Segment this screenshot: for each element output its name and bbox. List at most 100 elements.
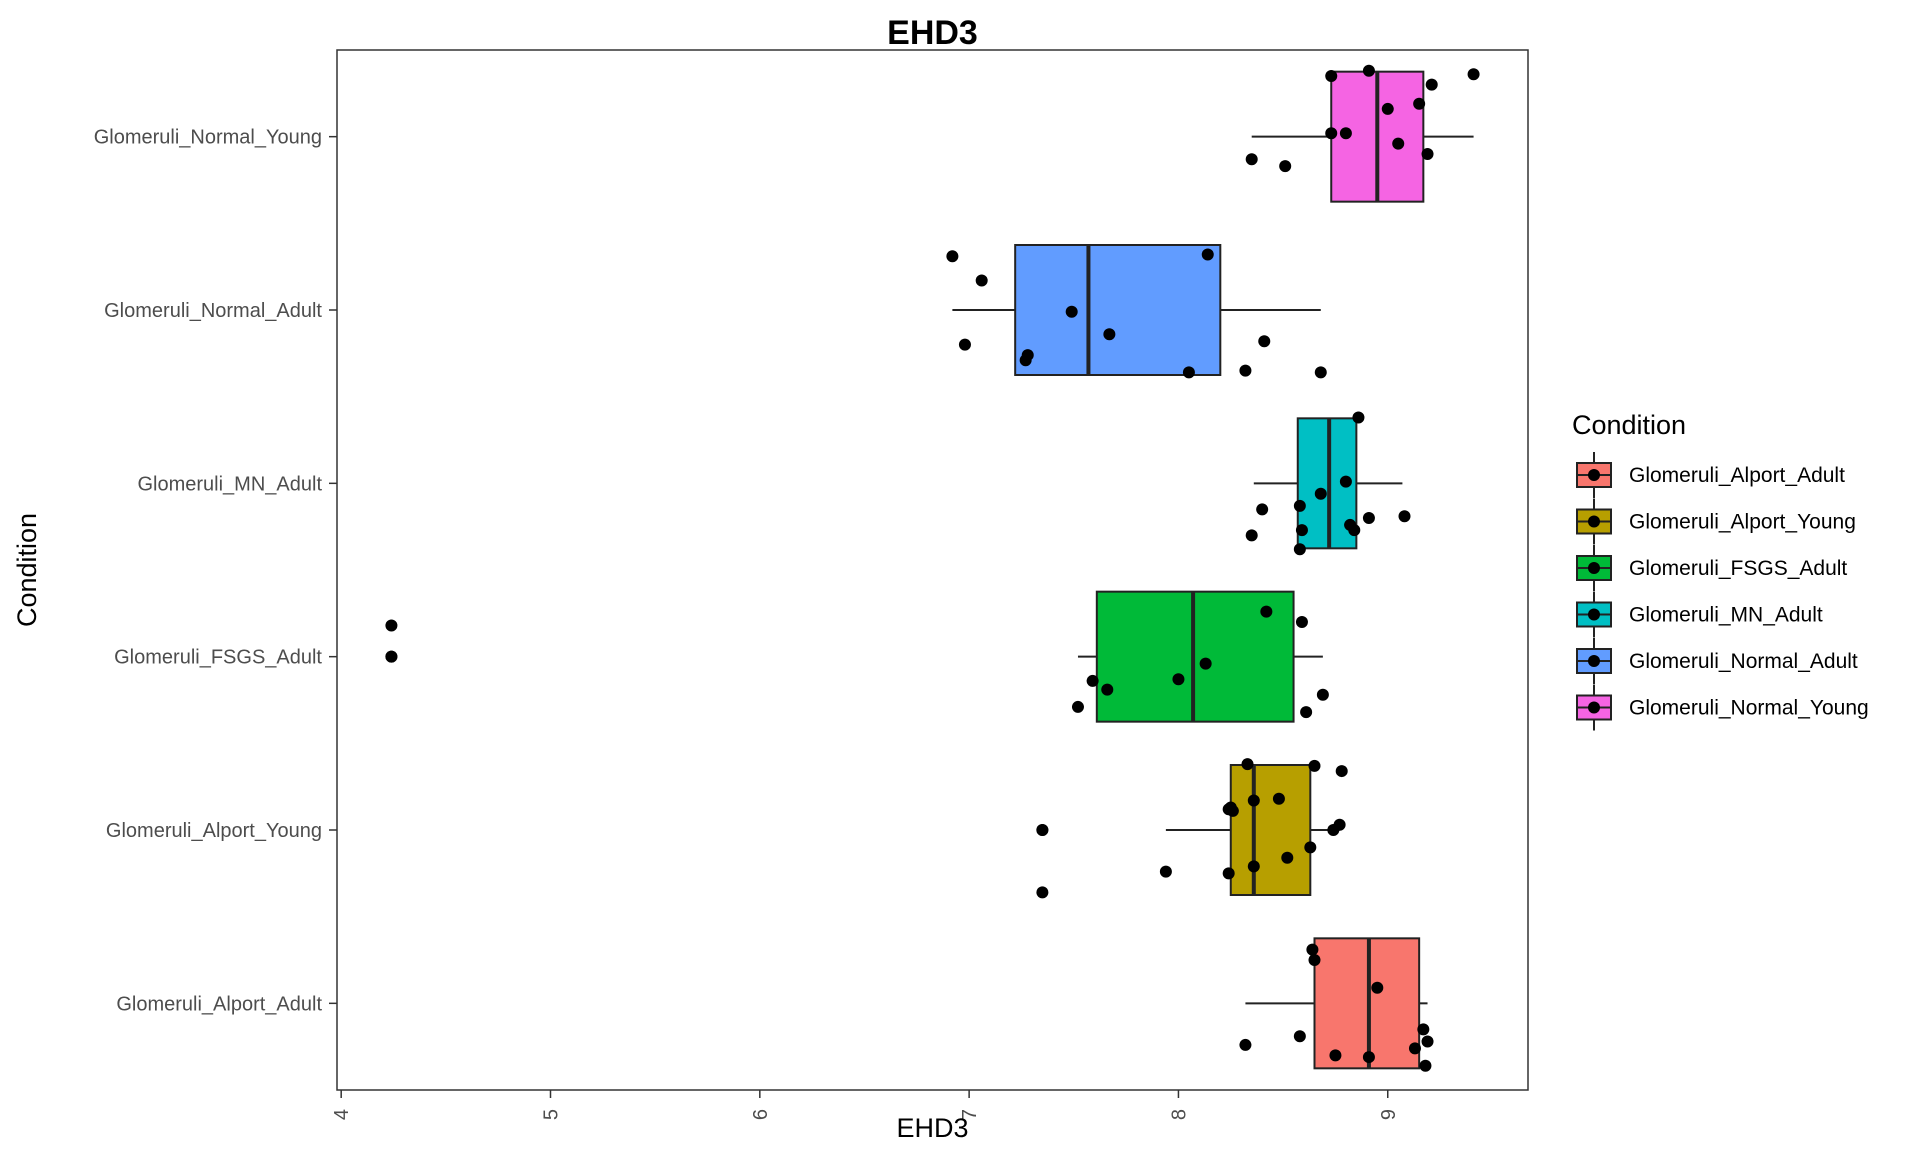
data-point bbox=[1314, 487, 1327, 500]
legend-entry-label: Glomeruli_Alport_Adult bbox=[1629, 464, 1845, 487]
legend-entry-label: Glomeruli_Normal_Young bbox=[1629, 697, 1869, 720]
data-point bbox=[1241, 758, 1254, 771]
y-tick-label: Glomeruli_Normal_Young bbox=[94, 127, 322, 149]
data-point bbox=[1327, 824, 1340, 836]
data-point bbox=[1295, 616, 1308, 628]
data-point bbox=[1226, 804, 1239, 817]
x-tick-label: 8 bbox=[1168, 1109, 1190, 1120]
data-point bbox=[1392, 137, 1405, 150]
data-point bbox=[1398, 510, 1411, 523]
data-point bbox=[1036, 886, 1049, 899]
box-Glomeruli_Alport_Young bbox=[1229, 764, 1312, 896]
chart-title: EHD3 bbox=[887, 14, 978, 52]
data-point bbox=[1308, 759, 1321, 772]
legend-key-point bbox=[1588, 701, 1600, 714]
data-point bbox=[1247, 860, 1260, 873]
legend-key-point bbox=[1588, 608, 1600, 621]
data-point bbox=[1314, 366, 1327, 379]
data-point bbox=[1182, 366, 1195, 379]
y-tick-label: Glomeruli_Alport_Adult bbox=[116, 993, 322, 1015]
legend-key-point bbox=[1588, 562, 1600, 574]
data-point bbox=[1293, 1030, 1306, 1043]
data-point bbox=[1293, 499, 1306, 512]
data-point bbox=[1159, 865, 1172, 878]
data-point bbox=[1201, 248, 1214, 261]
legend-entry-label: Glomeruli_MN_Adult bbox=[1629, 604, 1823, 627]
data-point bbox=[1306, 943, 1319, 956]
data-point bbox=[1036, 824, 1049, 836]
data-point bbox=[1293, 543, 1306, 556]
data-point bbox=[1408, 1042, 1421, 1055]
data-point bbox=[1362, 64, 1375, 77]
data-point bbox=[1281, 851, 1294, 864]
legend-entry-label: Glomeruli_Normal_Adult bbox=[1629, 650, 1858, 673]
data-point bbox=[1325, 70, 1338, 82]
data-point bbox=[385, 619, 398, 632]
data-point bbox=[1308, 954, 1321, 966]
data-point bbox=[1339, 475, 1352, 488]
data-point bbox=[1103, 328, 1116, 341]
box-Glomeruli_Alport_Adult bbox=[1313, 937, 1421, 1070]
data-point bbox=[1467, 68, 1480, 81]
data-point bbox=[1101, 683, 1114, 696]
y-axis-label: Condition bbox=[12, 513, 42, 627]
data-point bbox=[1019, 354, 1032, 367]
data-point bbox=[1272, 792, 1285, 805]
data-point bbox=[1335, 765, 1348, 778]
y-tick-label: Glomeruli_MN_Adult bbox=[137, 473, 322, 495]
legend-key-point bbox=[1588, 469, 1600, 481]
data-point bbox=[1199, 657, 1212, 670]
data-point bbox=[1352, 411, 1365, 424]
data-point bbox=[1245, 529, 1258, 542]
data-point bbox=[1304, 841, 1317, 854]
data-point bbox=[1256, 503, 1269, 516]
data-point bbox=[385, 650, 398, 663]
data-point bbox=[1258, 335, 1271, 348]
data-point bbox=[958, 338, 971, 351]
data-point bbox=[1371, 981, 1384, 994]
legend-key-point bbox=[1588, 655, 1600, 667]
data-point bbox=[1325, 127, 1338, 140]
y-tick-label: Glomeruli_Alport_Young bbox=[106, 820, 322, 842]
data-point bbox=[946, 250, 959, 263]
data-point bbox=[975, 274, 988, 287]
data-point bbox=[1222, 867, 1235, 880]
plot-panel bbox=[336, 49, 1529, 1091]
x-tick-label: 7 bbox=[959, 1109, 981, 1120]
data-point bbox=[1065, 305, 1078, 318]
x-tick-label: 9 bbox=[1378, 1109, 1400, 1120]
data-point bbox=[1245, 153, 1258, 166]
data-point bbox=[1425, 78, 1438, 91]
x-tick-label: 5 bbox=[541, 1109, 563, 1120]
data-point bbox=[1413, 97, 1426, 110]
data-point bbox=[1071, 700, 1084, 713]
legend-title: Condition bbox=[1572, 410, 1686, 440]
data-point bbox=[1295, 524, 1308, 537]
y-tick-label: Glomeruli_Normal_Adult bbox=[104, 300, 322, 322]
data-point bbox=[1421, 148, 1434, 160]
legend-entry-label: Glomeruli_Alport_Young bbox=[1629, 511, 1856, 534]
data-point bbox=[1086, 674, 1099, 687]
data-point bbox=[1300, 706, 1313, 719]
data-point bbox=[1239, 1038, 1252, 1051]
x-tick-label: 6 bbox=[750, 1109, 772, 1120]
x-axis-label: EHD3 bbox=[896, 1113, 968, 1143]
data-point bbox=[1260, 605, 1273, 618]
data-point bbox=[1247, 794, 1260, 807]
data-point bbox=[1339, 127, 1352, 140]
data-point bbox=[1381, 102, 1394, 115]
y-tick-label: Glomeruli_FSGS_Adult bbox=[114, 647, 322, 669]
data-point bbox=[1362, 1051, 1375, 1064]
data-point bbox=[1348, 524, 1361, 537]
data-point bbox=[1419, 1059, 1432, 1072]
data-point bbox=[1172, 673, 1185, 686]
data-point bbox=[1421, 1035, 1434, 1048]
legend-key-point bbox=[1588, 515, 1600, 528]
data-point bbox=[1329, 1049, 1342, 1062]
data-point bbox=[1279, 160, 1292, 173]
legend-entry-label: Glomeruli_FSGS_Adult bbox=[1629, 557, 1847, 580]
x-tick-label: 4 bbox=[331, 1109, 353, 1120]
data-point bbox=[1316, 688, 1329, 701]
